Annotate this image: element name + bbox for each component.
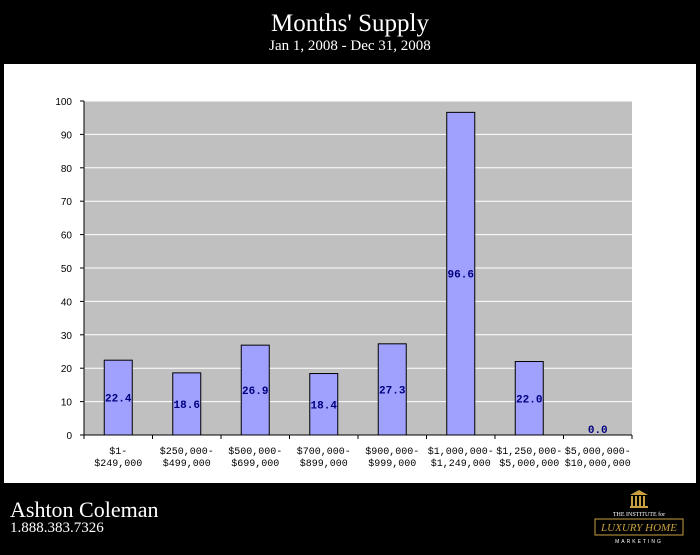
y-tick-label: 90	[61, 130, 73, 141]
agent-name: Ashton Coleman	[10, 497, 159, 522]
x-tick-label: $699,000	[231, 458, 279, 470]
logo-house-icon	[630, 490, 648, 508]
y-tick-label: 100	[55, 97, 72, 108]
y-tick-label: 70	[61, 197, 73, 208]
bar-chart: 0 10 20 30 40 50 60 70 80 90 100 22.4 $1-$249,000 18.…	[55, 97, 633, 470]
y-tick-label: 50	[61, 264, 73, 275]
y-tick-label: 20	[61, 364, 73, 375]
x-tick-label: $999,000	[368, 458, 416, 470]
logo-line2: LUXURY HOME	[600, 522, 677, 534]
chart-subtitle: Jan 1, 2008 - Dec 31, 2008	[269, 38, 431, 54]
bar	[377, 343, 407, 436]
bar	[172, 372, 202, 436]
bar	[309, 373, 339, 436]
x-tick-label: $1,250,000-	[496, 446, 562, 458]
x-tick-label: $250,000-	[160, 446, 214, 458]
x-tick-label: $900,000-	[365, 446, 419, 458]
logo-frame	[594, 518, 684, 536]
bar-value-label: 27.3	[379, 385, 406, 397]
logo-line1: THE INSTITUTE for	[613, 511, 665, 518]
logo-line3: MARKETING	[615, 539, 663, 545]
x-tick-label: $5,000,000-	[565, 446, 631, 458]
x-tick-label: $1,000,000-	[428, 446, 494, 458]
x-tick-label: $500,000-	[228, 446, 282, 458]
bar-value-label: 18.4	[311, 400, 338, 412]
bar	[240, 344, 270, 436]
x-tick-label: $1,249,000	[431, 458, 491, 470]
chart-header: Months' Supply Jan 1, 2008 - Dec 31, 200…	[0, 0, 700, 64]
bar	[514, 361, 544, 436]
y-tick-label: 40	[61, 297, 73, 308]
bar	[446, 111, 476, 436]
bar-value-label: 0.0	[588, 425, 608, 437]
x-tick-label: $249,000	[94, 458, 142, 470]
x-tick-label: $5,000,000	[499, 458, 559, 470]
y-tick-label: 10	[61, 398, 73, 409]
bar-value-label: 18.6	[174, 400, 200, 412]
bar-value-label: 26.9	[242, 386, 268, 398]
chart-panel: 0 10 20 30 40 50 60 70 80 90 100 22.4 $1- $249,000 18.…	[4, 64, 696, 483]
y-tick-label: 60	[61, 231, 73, 242]
y-tick-label: 0	[66, 431, 72, 442]
y-tick-label: 80	[61, 164, 73, 175]
agent-phone: 1.888.383.7326	[10, 520, 104, 536]
x-tick-label: $700,000-	[297, 446, 351, 458]
bar-value-label: 22.4	[105, 394, 132, 406]
y-tick-label: 30	[61, 331, 73, 342]
x-tick-label: $499,000	[163, 458, 211, 470]
institute-logo: THE INSTITUTE for LUXURY HOME MARKETING	[594, 490, 684, 545]
bar-value-label: 22.0	[516, 394, 542, 406]
x-tick-label: $10,000,000	[565, 458, 631, 470]
bar-value-label: 96.6	[448, 270, 474, 282]
x-tick-label: $899,000	[300, 458, 348, 470]
chart-title: Months' Supply	[270, 10, 429, 37]
x-tick-label: $1-	[109, 446, 127, 458]
bar	[103, 359, 133, 436]
